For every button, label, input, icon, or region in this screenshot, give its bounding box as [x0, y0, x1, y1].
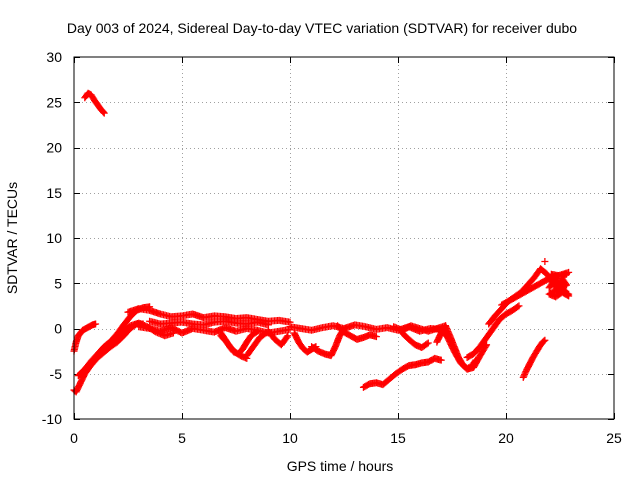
- x-tick-label: 5: [178, 430, 186, 446]
- series-arc-start-a: [70, 320, 100, 355]
- grid: [74, 57, 614, 419]
- data-point: [540, 337, 548, 345]
- data-point: [424, 339, 432, 347]
- series-dip-15h: [398, 329, 432, 352]
- x-axis-label: GPS time / hours: [287, 458, 394, 474]
- y-tick-label: 20: [46, 140, 62, 156]
- series-band-day-b: [146, 317, 272, 329]
- y-tick-label: 25: [46, 94, 62, 110]
- series-rise-19h: [463, 302, 523, 361]
- x-tick-label: 25: [606, 430, 622, 446]
- data-point: [515, 302, 523, 310]
- y-tick-label: 5: [54, 275, 62, 291]
- data-point: [284, 332, 292, 340]
- series-outlier: [541, 258, 549, 266]
- data-point: [437, 356, 445, 364]
- y-axis-label: SDTVAR / TECUs: [4, 182, 20, 294]
- series-low-arc-13h: [359, 354, 445, 391]
- y-tick-label: 10: [46, 230, 62, 246]
- series-dip-10h: [290, 329, 320, 356]
- y-tick-label: -10: [42, 411, 62, 427]
- series-low-arc-21h: [519, 336, 549, 381]
- data-point: [100, 109, 108, 117]
- series-dip-11h: [308, 325, 348, 360]
- series-cluster-22h: [545, 270, 573, 301]
- x-tick-label: 0: [70, 430, 78, 446]
- data-point: [423, 340, 431, 348]
- chart-title: Day 003 of 2024, Sidereal Day-to-day VTE…: [67, 20, 577, 36]
- y-tick-label: -5: [50, 366, 63, 382]
- data-point: [541, 336, 549, 344]
- series-dip-12h: [334, 322, 380, 343]
- series-band-day-c: [135, 323, 294, 337]
- series-arc-early-high: [81, 89, 108, 117]
- data-point: [514, 303, 522, 311]
- data-point: [92, 320, 100, 328]
- y-tick-label: 0: [54, 321, 62, 337]
- x-tick-label: 10: [282, 430, 298, 446]
- data-point: [541, 258, 549, 266]
- series-dip-6h: [217, 332, 251, 362]
- data-point: [99, 108, 107, 116]
- data-points: [70, 89, 573, 396]
- data-point: [283, 333, 291, 341]
- data-point: [264, 321, 272, 329]
- series-band-day-a: [124, 305, 294, 326]
- x-tick-label: 20: [498, 430, 514, 446]
- series-dip-8h: [243, 327, 292, 360]
- y-tick-label: 30: [46, 49, 62, 65]
- x-tick-label: 15: [390, 430, 406, 446]
- data-point: [372, 333, 380, 341]
- data-point: [562, 270, 570, 278]
- y-tick-label: 15: [46, 185, 62, 201]
- data-point: [252, 328, 260, 336]
- plot-frame: [73, 56, 615, 420]
- data-point: [254, 327, 262, 335]
